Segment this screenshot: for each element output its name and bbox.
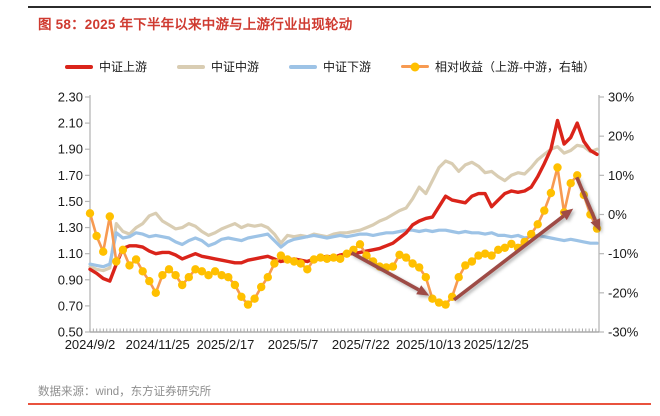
right-axis-tick-label: 30% — [608, 90, 634, 105]
left-axis-tick-label: 1.90 — [58, 142, 83, 157]
top-border-rule — [28, 6, 651, 8]
legend-item-3: 相对收益（上游-中游，右轴） — [401, 58, 595, 75]
legend-label: 相对收益（上游-中游，右轴） — [435, 60, 596, 74]
annotation-arrows — [350, 176, 601, 302]
x-axis-date-label: 2025/5/7 — [268, 337, 319, 352]
legend-label: 中证下游 — [323, 60, 372, 74]
data-source-note: 数据来源：wind，东方证券研究所 — [38, 386, 212, 398]
chart-legend: 中证上游 中证中游 中证下游 相对收益（上游-中游，右轴） — [0, 58, 660, 75]
rotation-down-arrow-1 — [350, 251, 420, 292]
legend-item-0: 中证上游 — [64, 58, 147, 75]
rotation-down-arrow-1-head — [416, 285, 430, 296]
series-line-2 — [88, 228, 599, 269]
right-axis-tick-label: 20% — [608, 129, 634, 144]
line-swatch-icon — [64, 64, 93, 69]
line-swatch-icon — [289, 64, 317, 69]
x-axis-date-label: 2025/12/25 — [464, 337, 529, 352]
line-marker-swatch-icon — [401, 62, 430, 71]
left-axis-tick-label: 1.10 — [58, 246, 83, 261]
x-axis-date-label: 2025/2/17 — [196, 337, 254, 352]
left-axis-tick-label: 2.30 — [58, 90, 83, 105]
axes: 2.30 2.10 1.90 1.70 1.50 1.30 1.10 0.90 0.70 0.50… — [58, 90, 639, 353]
right-axis-tick-label: 0% — [608, 207, 627, 222]
left-axis-tick-label: 0.90 — [58, 272, 83, 287]
right-axis-tick-label: -20% — [608, 285, 639, 300]
left-axis-tick-label: 1.50 — [58, 194, 83, 209]
left-axis-tick-label: 1.70 — [58, 168, 83, 183]
marker-dot-icon — [410, 62, 420, 71]
left-axis-tick-label: 1.30 — [58, 220, 83, 235]
legend-label: 中证上游 — [98, 60, 147, 74]
x-axis-date-label: 2025/7/22 — [332, 337, 390, 352]
legend-label: 中证中游 — [210, 60, 259, 74]
legend-item-1: 中证中游 — [176, 58, 259, 75]
rotation-down-arrow-2-head — [590, 218, 601, 232]
series-line-1 — [88, 143, 599, 273]
x-axis-date-label: 2024/11/25 — [126, 337, 190, 352]
rotation-up-arrow-head — [560, 208, 574, 221]
x-axis-date-label: 2025/10/13 — [396, 337, 461, 352]
line-swatch-icon — [176, 64, 205, 69]
rotation-up-arrow — [452, 214, 565, 302]
left-axis-tick-label: 0.50 — [58, 325, 83, 340]
legend-item-2: 中证下游 — [289, 58, 371, 75]
right-axis-tick-label: 10% — [608, 168, 634, 183]
rotation-down-arrow-2 — [575, 176, 597, 222]
figure-title: 图 58：2025 年下半年以来中游与上游行业出现轮动 — [38, 17, 353, 32]
left-axis-tick-label: 2.10 — [58, 116, 83, 131]
right-axis-tick-label: -10% — [608, 246, 639, 261]
x-axis-date-label: 2024/9/2 — [65, 337, 116, 352]
right-axis-tick-label: -30% — [608, 325, 639, 340]
series-relative-return — [85, 163, 602, 309]
bottom-border-rule — [28, 403, 651, 405]
left-axis-tick-label: 0.70 — [58, 298, 83, 313]
